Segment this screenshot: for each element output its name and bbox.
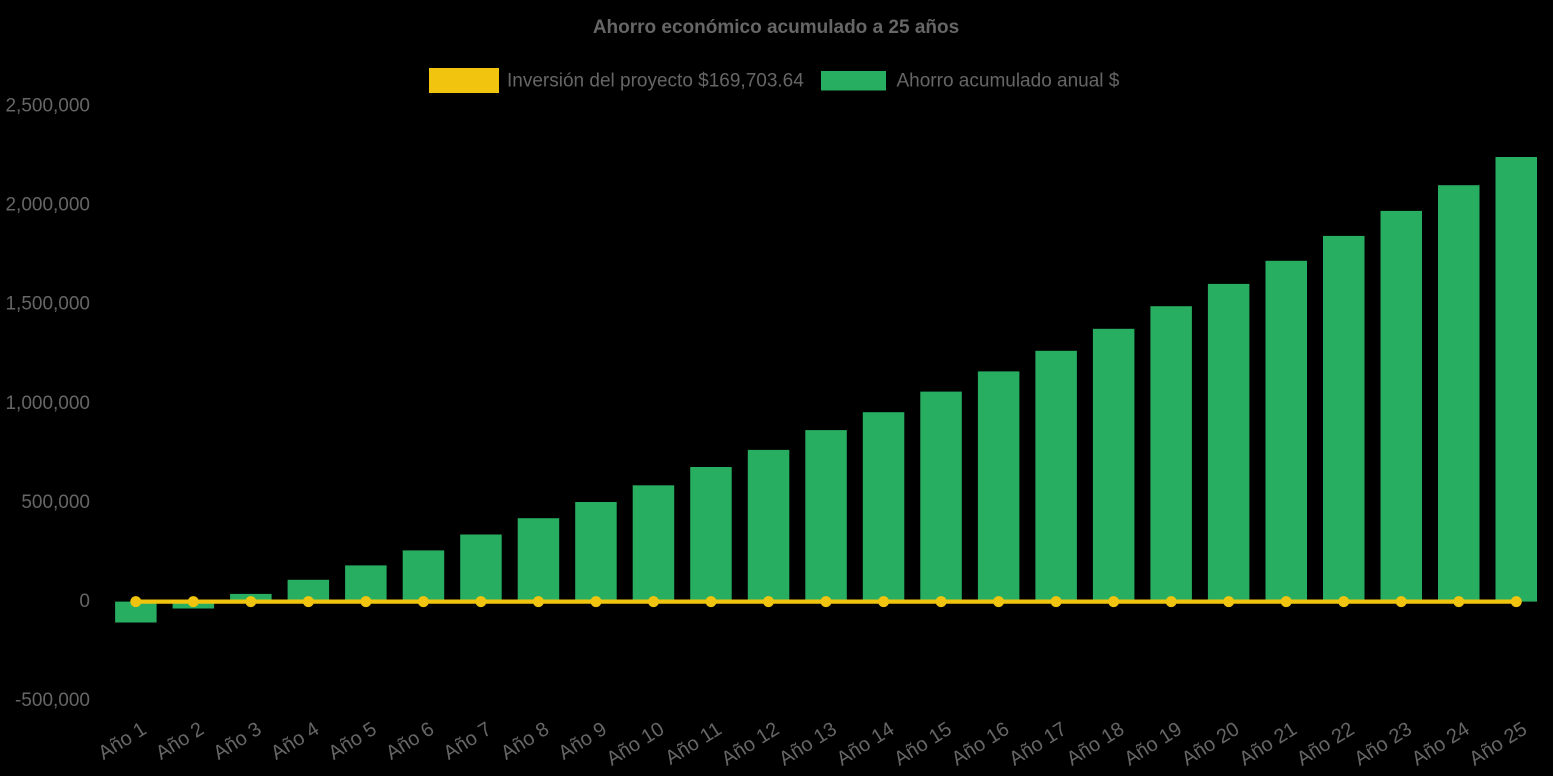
- svg-text:1,500,000: 1,500,000: [5, 294, 90, 315]
- svg-text:Ahorro acumulado anual $: Ahorro acumulado anual $: [897, 71, 1120, 92]
- svg-text:0: 0: [79, 591, 90, 612]
- svg-text:500,000: 500,000: [21, 492, 90, 513]
- svg-text:Inversión del proyecto $169,70: Inversión del proyecto $169,703.64: [507, 71, 804, 92]
- svg-text:1,000,000: 1,000,000: [5, 393, 90, 414]
- svg-text:-500,000: -500,000: [15, 690, 90, 711]
- svg-text:2,500,000: 2,500,000: [5, 96, 90, 117]
- svg-text:Ahorro económico acumulado a 2: Ahorro económico acumulado a 25 años: [593, 17, 959, 38]
- svg-text:2,000,000: 2,000,000: [5, 195, 90, 216]
